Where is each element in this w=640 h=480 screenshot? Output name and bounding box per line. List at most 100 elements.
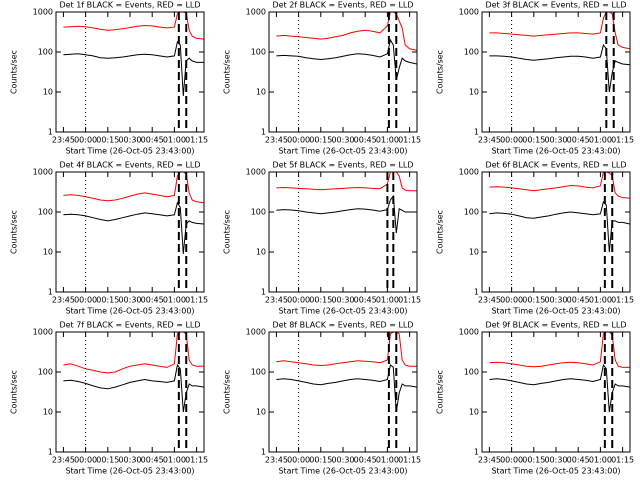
x-tick-label: 00:45: [354, 296, 377, 305]
x-tick-label: 01:15: [398, 296, 421, 305]
x-tick-label: 01:15: [398, 456, 421, 465]
y-axis-title: Counts/sec: [436, 50, 445, 94]
x-axis-title: Start Time (26-Oct-05 23:43:00): [491, 467, 620, 476]
x-tick-label: 23:45: [478, 136, 501, 145]
x-tick-label: 23:45: [52, 136, 75, 145]
panel: Det 2f BLACK = Events, RED = LLD Start Ti…: [223, 1, 422, 156]
chart-title: Det 5f BLACK = Events, RED = LLD: [272, 161, 413, 170]
plot-frame: [481, 11, 631, 133]
x-tick-label: 00:00: [74, 456, 97, 465]
y-axis-title: Counts/sec: [223, 50, 232, 94]
y-tick-label: 100: [464, 208, 479, 217]
x-axis-title: Start Time (26-Oct-05 23:43:00): [491, 307, 620, 316]
x-tick-label: 01:00: [589, 136, 612, 145]
y-axis-title: Counts/sec: [436, 370, 445, 414]
panel: Det 4f BLACK = Events, RED = LLD Start Ti…: [10, 161, 209, 316]
x-axis-title: Start Time (26-Oct-05 23:43:00): [65, 307, 194, 316]
x-tick-label: 00:15: [96, 456, 119, 465]
x-tick-label: 01:00: [163, 296, 186, 305]
data-line: [276, 332, 417, 367]
data-line: [276, 12, 417, 51]
x-tick-label: 00:15: [96, 296, 119, 305]
y-tick-label: 10: [256, 248, 266, 257]
y-tick-label: 10: [43, 248, 53, 257]
panel: Det 7f BLACK = Events, RED = LLD Start Ti…: [10, 321, 209, 476]
y-tick-label: 1000: [246, 168, 266, 177]
x-tick-label: 00:45: [354, 456, 377, 465]
panel: Det 5f BLACK = Events, RED = LLD Start Ti…: [223, 161, 422, 316]
y-tick-label: 1000: [33, 328, 53, 337]
y-tick-label: 10: [469, 88, 479, 97]
y-tick-label: 1000: [459, 328, 479, 337]
x-axis-title: Start Time (26-Oct-05 23:43:00): [65, 147, 194, 156]
plot-frame: [268, 331, 418, 453]
x-tick-label: 23:45: [478, 456, 501, 465]
x-axis-title: Start Time (26-Oct-05 23:43:00): [278, 147, 407, 156]
x-tick-label: 00:00: [74, 136, 97, 145]
panel: Det 3f BLACK = Events, RED = LLD Start Ti…: [436, 1, 635, 156]
x-tick-label: 00:00: [287, 456, 310, 465]
y-tick-label: 1000: [33, 168, 53, 177]
x-tick-label: 00:30: [331, 136, 354, 145]
x-tick-label: 00:15: [522, 296, 545, 305]
y-tick-label: 1000: [246, 328, 266, 337]
plot-frame: [268, 171, 418, 293]
y-tick-label: 10: [256, 88, 266, 97]
y-tick-label: 10: [469, 248, 479, 257]
y-tick-label: 100: [464, 368, 479, 377]
y-axis-title: Counts/sec: [223, 370, 232, 414]
y-tick-label: 10: [256, 408, 266, 417]
y-tick-label: 100: [464, 48, 479, 57]
y-tick-label: 100: [251, 48, 266, 57]
plot-frame: [55, 171, 205, 293]
x-tick-label: 00:45: [567, 456, 590, 465]
x-tick-label: 00:30: [544, 136, 567, 145]
chart-title: Det 7f BLACK = Events, RED = LLD: [59, 321, 200, 330]
x-tick-label: 23:45: [52, 456, 75, 465]
x-tick-label: 01:15: [185, 296, 208, 305]
y-tick-label: 1: [474, 288, 479, 297]
y-tick-label: 1000: [33, 8, 53, 17]
x-tick-label: 00:30: [544, 456, 567, 465]
x-tick-label: 00:30: [331, 296, 354, 305]
y-tick-label: 1000: [246, 8, 266, 17]
data-line: [276, 38, 417, 81]
y-tick-label: 1: [474, 128, 479, 137]
y-axis-title: Counts/sec: [10, 50, 19, 94]
x-tick-label: 00:30: [118, 456, 141, 465]
x-tick-label: 01:15: [611, 456, 634, 465]
x-tick-label: 00:45: [354, 136, 377, 145]
x-tick-label: 00:00: [287, 136, 310, 145]
panel: Det 6f BLACK = Events, RED = LLD Start Ti…: [436, 161, 635, 316]
x-tick-label: 00:00: [500, 136, 523, 145]
y-tick-label: 1: [48, 288, 53, 297]
y-axis-title: Counts/sec: [10, 370, 19, 414]
plot-frame: [55, 11, 205, 133]
x-tick-label: 01:00: [163, 456, 186, 465]
x-tick-label: 01:15: [611, 296, 634, 305]
y-tick-label: 100: [38, 48, 53, 57]
x-axis-title: Start Time (26-Oct-05 23:43:00): [491, 147, 620, 156]
x-tick-label: 01:00: [589, 296, 612, 305]
y-tick-label: 10: [469, 408, 479, 417]
y-tick-label: 100: [38, 368, 53, 377]
y-tick-label: 10: [43, 408, 53, 417]
y-axis-title: Counts/sec: [10, 210, 19, 254]
x-tick-label: 00:00: [500, 456, 523, 465]
y-tick-label: 10: [43, 88, 53, 97]
x-tick-label: 01:00: [376, 456, 399, 465]
x-tick-label: 00:30: [331, 456, 354, 465]
x-tick-label: 00:30: [118, 136, 141, 145]
chart-title: Det 6f BLACK = Events, RED = LLD: [485, 161, 626, 170]
x-tick-label: 01:00: [376, 296, 399, 305]
y-tick-label: 1: [48, 128, 53, 137]
plot-frame: [55, 331, 205, 453]
y-tick-label: 100: [251, 368, 266, 377]
y-tick-label: 100: [38, 208, 53, 217]
x-tick-label: 23:45: [265, 296, 288, 305]
data-line: [276, 194, 417, 233]
y-axis-title: Counts/sec: [223, 210, 232, 254]
x-tick-label: 00:30: [544, 296, 567, 305]
y-tick-label: 1000: [459, 168, 479, 177]
